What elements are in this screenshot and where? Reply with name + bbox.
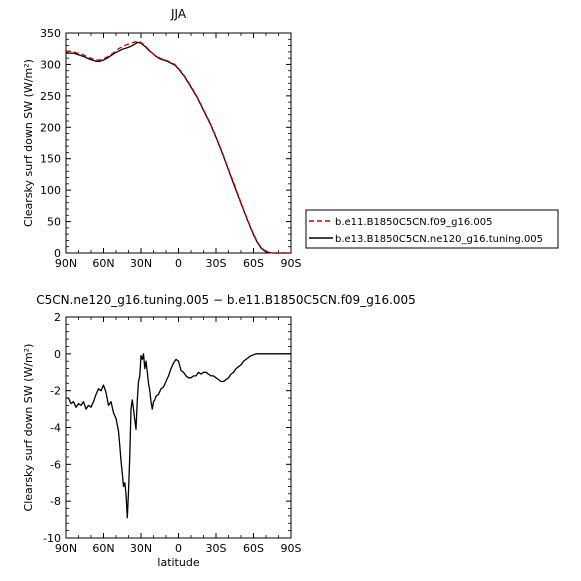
- y-axis-label-top: Clearsky surf down SW (W/m²): [22, 59, 35, 227]
- y-tick-label-bottom: -4: [50, 422, 61, 435]
- y-tick-label-bottom: -6: [50, 458, 61, 471]
- x-axis-label-bottom: latitude: [157, 556, 199, 569]
- y-tick-label-top: 0: [54, 247, 61, 260]
- legend-label-1: b.e13.B1850C5CN.ne120_g16.tuning.005: [335, 234, 543, 245]
- x-tick-label-top: 90S: [281, 257, 302, 270]
- plot-frame-bottom: [65, 316, 292, 539]
- y-tick-label-bottom: -8: [50, 495, 61, 508]
- x-tick-label-bottom: 0: [175, 542, 182, 555]
- y-tick-label-top: 250: [40, 90, 61, 103]
- y-tick-label-bottom: -2: [50, 385, 61, 398]
- y-tick-label-top: 200: [40, 121, 61, 134]
- y-tick-label-bottom: -10: [43, 532, 61, 545]
- y-tick-label-top: 150: [40, 153, 61, 166]
- x-tick-label-top: 90N: [55, 257, 77, 270]
- y-tick-label-bottom: 0: [54, 348, 61, 361]
- x-tick-label-bottom: 60S: [243, 542, 264, 555]
- y-tick-label-top: 50: [47, 216, 61, 229]
- x-tick-label-top: 60N: [92, 257, 114, 270]
- legend-label-0: b.e11.B1850C5CN.f09_g16.005: [335, 217, 492, 228]
- chart-title-bottom: C5CN.ne120_g16.tuning.005 − b.e11.B1850C…: [36, 293, 416, 307]
- y-tick-label-top: 300: [40, 58, 61, 71]
- x-tick-label-top: 30S: [206, 257, 227, 270]
- x-tick-label-bottom: 90S: [281, 542, 302, 555]
- y-axis-label-bottom: Clearsky surf down SW (W/m²): [22, 344, 35, 512]
- y-tick-label-top: 100: [40, 184, 61, 197]
- x-tick-label-top: 30N: [130, 257, 152, 270]
- x-tick-label-bottom: 90N: [55, 542, 77, 555]
- legend-box: [305, 209, 559, 249]
- series-line-top-1: [66, 41, 291, 254]
- x-tick-label-bottom: 30N: [130, 542, 152, 555]
- y-tick-label-top: 350: [40, 27, 61, 40]
- x-tick-label-top: 0: [175, 257, 182, 270]
- x-tick-label-top: 60S: [243, 257, 264, 270]
- x-tick-label-bottom: 60N: [92, 542, 114, 555]
- chart-title-top: JJA: [170, 7, 187, 21]
- plot-frame-top: [65, 32, 292, 254]
- y-tick-label-bottom: 2: [54, 311, 61, 324]
- series-line-bottom-0: [66, 353, 291, 519]
- x-tick-label-bottom: 30S: [206, 542, 227, 555]
- series-line-top-0: [66, 40, 291, 254]
